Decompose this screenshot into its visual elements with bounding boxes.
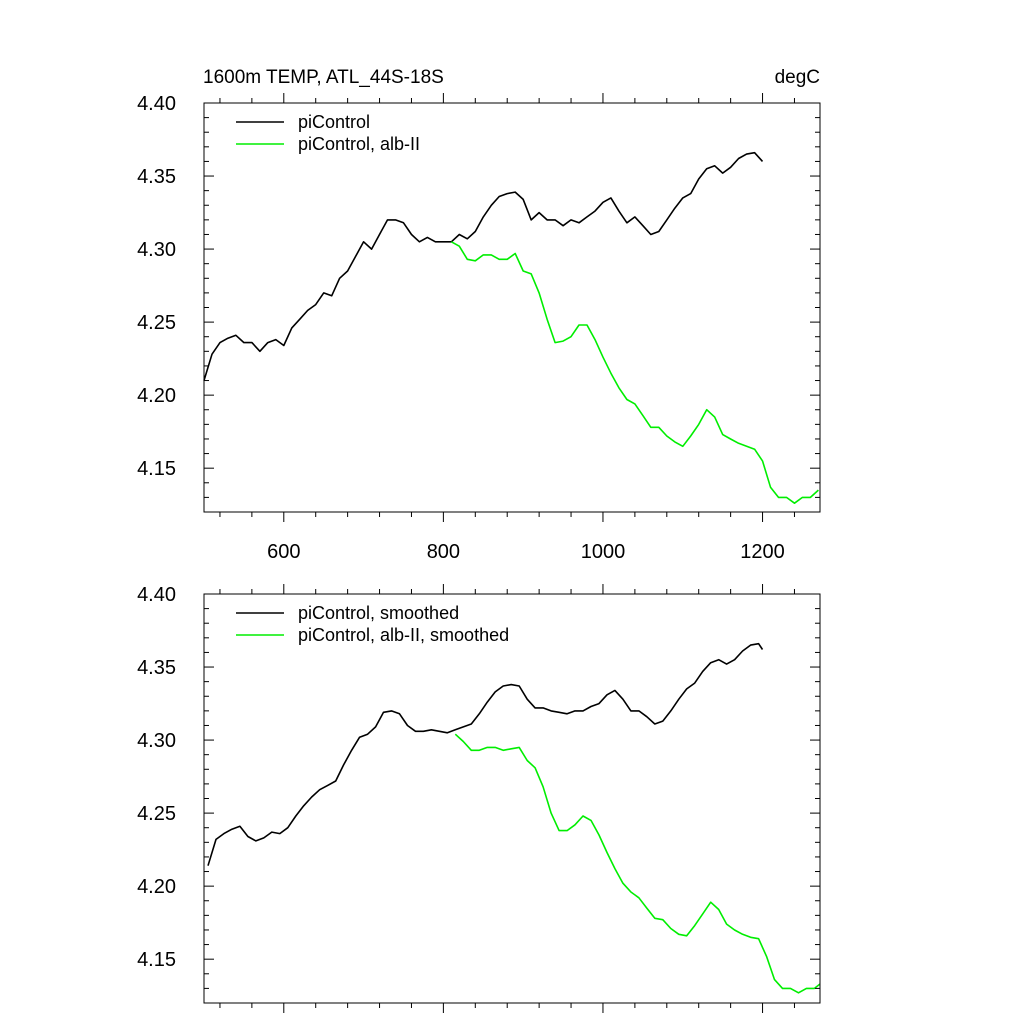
bottom-series-alb-ii-line — [454, 733, 821, 994]
bottom-panel-frame — [203, 593, 821, 1004]
bottom-ytick-label: 4.15 — [137, 949, 176, 971]
top-ytick-label: 4.20 — [137, 385, 176, 407]
top-ytick-label: 4.35 — [137, 166, 176, 188]
top-panel-frame — [203, 102, 821, 513]
bottom-panel: 4.15 4.20 4.25 4.30 4.35 4.40 piControl, smoo… — [137, 584, 821, 1013]
top-xtick-label: 600 — [267, 541, 300, 563]
top-xtick-label: 800 — [427, 541, 460, 563]
top-panel: 1600m TEMP, ATL_44S-18S degC 4.15 4.20 4.2… — [137, 67, 821, 563]
top-ytick-label: 4.40 — [137, 93, 176, 115]
top-ytick-label: 4.15 — [137, 458, 176, 480]
top-xtick-label: 1200 — [740, 541, 785, 563]
top-series-picontrol-line — [203, 151, 764, 381]
top-series-alb-ii-line — [451, 241, 819, 505]
top-xtick-label: 1000 — [581, 541, 626, 563]
top-ytick-label: 4.25 — [137, 312, 176, 334]
bottom-legend-label: piControl, alb-II, smoothed — [298, 625, 509, 645]
bottom-ytick-label: 4.35 — [137, 657, 176, 679]
bottom-ytick-label: 4.25 — [137, 803, 176, 825]
top-legend-label: piControl, alb-II — [298, 134, 420, 154]
bottom-legend-label: piControl, smoothed — [298, 603, 459, 623]
top-legend-label: piControl — [298, 112, 370, 132]
bottom-ytick-label: 4.30 — [137, 730, 176, 752]
top-panel-units: degC — [775, 67, 820, 88]
bottom-ytick-label: 4.40 — [137, 584, 176, 606]
bottom-ytick-label: 4.20 — [137, 876, 176, 898]
top-panel-title: 1600m TEMP, ATL_44S-18S — [203, 67, 444, 88]
top-ytick-label: 4.30 — [137, 239, 176, 261]
bottom-series-picontrol-line — [207, 642, 764, 866]
